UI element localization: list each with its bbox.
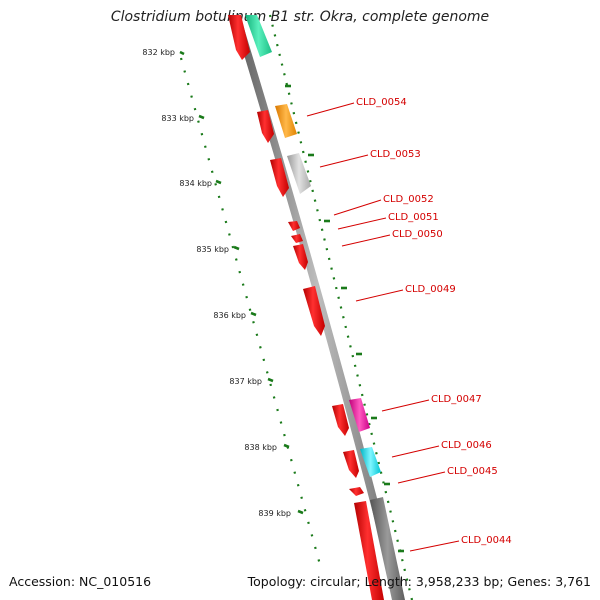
gene-feature-cld-0053[interactable]	[270, 158, 289, 197]
gene-label-cld-0047[interactable]: CLD_0047	[431, 394, 482, 405]
cog-feature-cyan[interactable]	[360, 447, 381, 477]
gene-feature[interactable]	[228, 15, 250, 60]
leader-line	[355, 289, 404, 302]
gene-label-cld-0053[interactable]: CLD_0053	[370, 149, 421, 160]
gene-feature-cld-0051[interactable]	[291, 234, 303, 243]
ruler-tick	[215, 179, 222, 185]
ruler-label-834: 834 kbp	[179, 179, 212, 188]
gene-label-cld-0054[interactable]: CLD_0054	[356, 97, 407, 108]
ruler-label-835: 835 kbp	[196, 245, 229, 254]
gene-label-cld-0045[interactable]: CLD_0045	[447, 466, 498, 477]
leader-line	[341, 234, 391, 247]
ruler-tick	[283, 443, 290, 449]
ruler-tick	[267, 377, 274, 383]
gene-feature-cld-0045[interactable]	[349, 487, 364, 496]
cog-features	[245, 15, 405, 600]
leader-line	[381, 399, 430, 412]
leader-line	[409, 540, 460, 552]
ruler-label-832: 832 kbp	[142, 48, 175, 57]
ruler-tick	[297, 509, 304, 515]
ruler-tick	[233, 245, 240, 251]
gene-labels: CLD_0054 CLD_0053 CLD_0052 CLD_0051 CLD_…	[356, 97, 512, 546]
cog-feature-lightgray[interactable]	[287, 153, 311, 194]
gene-label-cld-0050[interactable]: CLD_0050	[392, 229, 443, 240]
ruler-label-837: 837 kbp	[229, 377, 262, 386]
gene-feature-cld-0044[interactable]	[354, 501, 384, 600]
ruler-label-833: 833 kbp	[161, 114, 194, 123]
genome-stats-text: Topology: circular; Length: 3,958,233 bp…	[247, 574, 591, 589]
leader-line	[397, 471, 446, 484]
gene-feature-cld-0047[interactable]	[332, 404, 349, 436]
gene-features	[228, 15, 384, 600]
label-leaders	[306, 102, 460, 552]
ruler-tick	[198, 114, 205, 120]
ruler-inner-track	[268, 14, 414, 600]
leader-line	[319, 154, 369, 168]
ruler-outer-track	[179, 57, 324, 573]
ruler-tick	[250, 311, 257, 317]
gene-label-cld-0051[interactable]: CLD_0051	[388, 212, 439, 223]
gene-feature-cld-0052[interactable]	[288, 221, 300, 231]
gene-feature-cld-0054[interactable]	[257, 110, 274, 143]
accession-text: Accession: NC_010516	[9, 574, 152, 589]
ruler-ticks	[179, 50, 304, 515]
ruler-label-836: 836 kbp	[213, 311, 246, 320]
map-title: Clostridium botulinum B1 str. Okra, comp…	[110, 9, 490, 25]
ruler-label-839: 839 kbp	[258, 509, 291, 518]
ruler-labels: 832 kbp 833 kbp 834 kbp 835 kbp 836 kbp …	[142, 48, 291, 518]
gene-feature-cld-0050[interactable]	[293, 244, 308, 270]
gene-feature-cld-0046[interactable]	[343, 450, 359, 478]
genome-backbone	[232, 15, 403, 600]
gene-feature-cld-0049[interactable]	[303, 286, 325, 336]
leader-line	[306, 102, 355, 117]
cog-feature-darkgray[interactable]	[370, 497, 405, 600]
cog-feature-orange[interactable]	[275, 104, 297, 138]
gene-label-cld-0046[interactable]: CLD_0046	[441, 440, 492, 451]
leader-line	[337, 217, 387, 230]
leader-line	[333, 199, 382, 216]
gene-label-cld-0052[interactable]: CLD_0052	[383, 194, 434, 205]
gene-label-cld-0049[interactable]: CLD_0049	[405, 284, 456, 295]
inner-ruler-ticks	[285, 84, 404, 553]
cog-feature-teal[interactable]	[245, 15, 272, 57]
cog-feature-magenta[interactable]	[349, 398, 370, 432]
ruler-label-838: 838 kbp	[244, 443, 277, 452]
gene-label-cld-0044[interactable]: CLD_0044	[461, 535, 512, 546]
ruler-tick	[179, 50, 185, 56]
leader-line	[391, 445, 440, 458]
